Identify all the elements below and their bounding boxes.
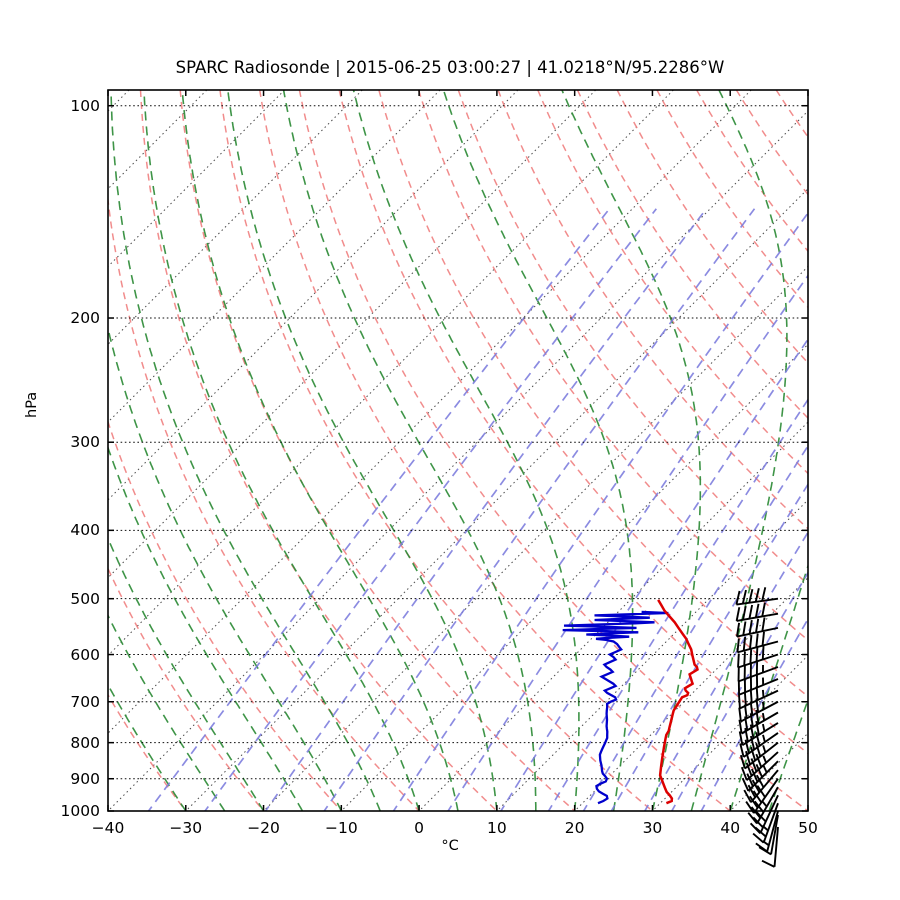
- y-tick-label: 300: [70, 433, 100, 452]
- chart-title: SPARC Radiosonde | 2015-06-25 03:00:27 |…: [175, 58, 725, 77]
- x-tick-label: −30: [169, 819, 203, 837]
- y-tick-label: 500: [70, 589, 100, 608]
- y-tick-label: 900: [70, 769, 100, 788]
- x-tick-label: 50: [798, 819, 818, 837]
- x-tick-label: 20: [564, 819, 585, 837]
- x-tick-label: 0: [414, 819, 425, 837]
- y-tick-label: 600: [70, 645, 100, 664]
- x-tick-label: 10: [487, 819, 507, 837]
- y-tick-label: 1000: [60, 802, 100, 820]
- y-tick-label: 200: [70, 309, 100, 328]
- y-tick-label: 100: [70, 96, 100, 115]
- y-axis-ticks: 100 200 300 400 500 600 700 800 900 1000: [0, 0, 100, 900]
- x-axis-label: °C: [441, 838, 459, 854]
- y-tick-label: 400: [70, 521, 100, 540]
- x-tick-label: 40: [720, 819, 741, 837]
- y-tick-label: 700: [70, 692, 100, 711]
- x-tick-label: −20: [247, 819, 280, 837]
- x-tick-label: 30: [642, 819, 663, 837]
- y-tick-label: 800: [70, 733, 100, 752]
- x-tick-label: −40: [91, 819, 125, 837]
- x-tick-label: −10: [324, 819, 358, 837]
